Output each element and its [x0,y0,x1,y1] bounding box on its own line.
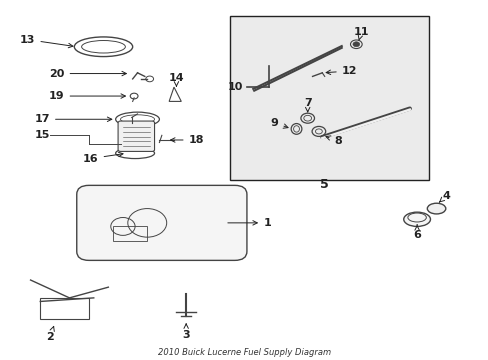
Text: 2010 Buick Lucerne Fuel Supply Diagram: 2010 Buick Lucerne Fuel Supply Diagram [158,348,330,357]
Text: 19: 19 [49,91,125,101]
Text: 5: 5 [320,178,328,191]
Text: 2: 2 [46,327,54,342]
Text: 15: 15 [35,130,50,140]
Text: 9: 9 [270,118,287,128]
FancyBboxPatch shape [118,121,154,152]
FancyBboxPatch shape [77,185,246,260]
Bar [229,16,428,180]
Ellipse shape [403,212,429,226]
Bar [40,298,89,319]
Text: 7: 7 [303,98,311,112]
Text: 12: 12 [325,66,357,76]
Text: 8: 8 [325,136,342,146]
Text: 11: 11 [353,27,368,40]
Text: 3: 3 [182,324,189,341]
Text: 13: 13 [20,35,73,48]
Ellipse shape [427,203,445,214]
Text: 6: 6 [412,225,420,240]
Text: 10: 10 [227,82,243,92]
Text: 16: 16 [83,152,123,163]
Bar [113,226,147,241]
Text: 4: 4 [439,191,449,202]
Text: 18: 18 [170,135,203,145]
Text: 17: 17 [35,114,112,124]
Text: 20: 20 [49,68,126,78]
Text: 14: 14 [168,73,184,86]
Circle shape [352,42,359,47]
Text: 1: 1 [227,218,271,228]
